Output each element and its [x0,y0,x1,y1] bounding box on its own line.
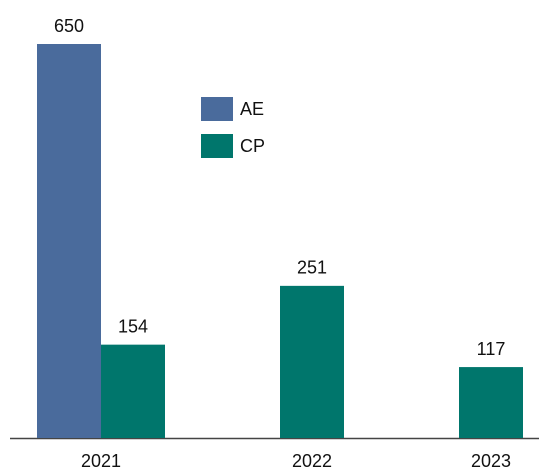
value-label: 117 [477,339,506,359]
x-tick-label: 2021 [81,451,121,471]
x-tick-label: 2022 [292,451,332,471]
x-tick-label: 2023 [471,451,511,471]
value-label: 154 [118,316,148,336]
legend-label: CP [240,136,265,156]
value-label: 650 [54,16,84,36]
legend-swatch [201,134,233,158]
value-label: 251 [297,258,327,278]
bar [280,285,344,438]
legend-swatch [201,97,233,121]
bar [101,344,165,438]
legend-label: AE [240,99,264,119]
bar [459,367,523,438]
bar [37,44,101,438]
